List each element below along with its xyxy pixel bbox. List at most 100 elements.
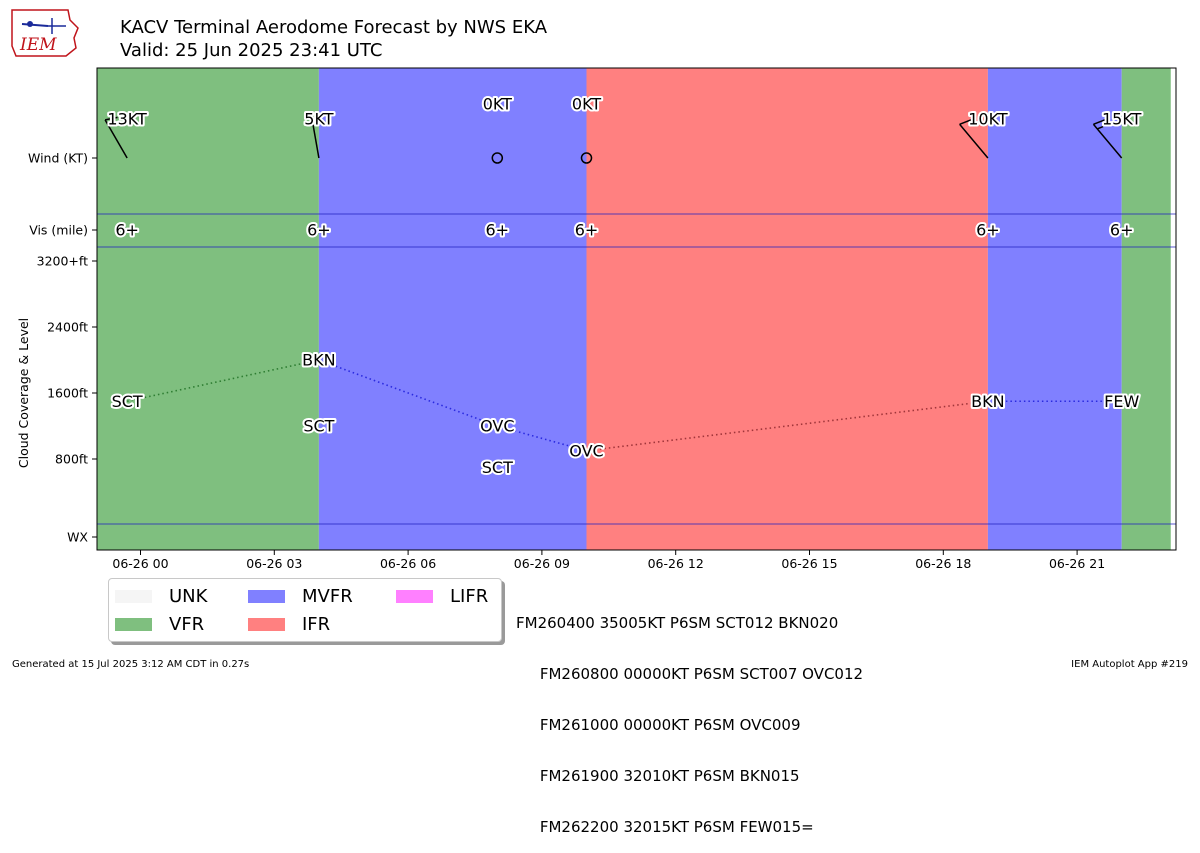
y-tick-label: 3200+ft [37, 254, 88, 269]
legend-swatch [396, 590, 433, 603]
category-band [318, 68, 587, 550]
label-halo: 13KT [107, 110, 147, 129]
x-tick-label: 06-26 12 [648, 556, 704, 571]
label-text: 6+ [976, 221, 1000, 240]
label-text: 10KT [968, 110, 1008, 129]
label-halo: FEW [1104, 392, 1139, 411]
y-tick-label: Wind (KT) [28, 151, 88, 166]
cloud-axis-label: Cloud Coverage & Level [16, 318, 31, 468]
wind-barb-tick [312, 119, 319, 123]
visibility-label: 6+6+ [573, 219, 601, 242]
legend-swatch [115, 590, 152, 603]
wind-barb-staff [310, 114, 320, 159]
ceiling-line-segment [126, 359, 320, 403]
label-halo: 0KT [572, 95, 601, 114]
label-halo: 5KT [304, 110, 333, 129]
label-text: BKN [302, 351, 335, 370]
x-tick-label: 06-26 15 [781, 556, 837, 571]
y-tick-label: WX [67, 530, 88, 545]
label-text: SCT [482, 458, 513, 477]
label-text: OVC [569, 441, 603, 460]
calm-wind-marker [491, 152, 504, 164]
legend-label: LIFR [450, 586, 489, 607]
legend-label: VFR [169, 614, 205, 635]
label-halo: OVC [480, 417, 514, 436]
label-text: 6+ [575, 221, 599, 240]
label-text: SCT [112, 392, 143, 411]
x-tick-label: 06-26 03 [246, 556, 302, 571]
legend-label: MVFR [302, 586, 353, 607]
label-halo: BKN [971, 392, 1004, 411]
category-band [1121, 68, 1171, 550]
label-halo: 6+ [1110, 221, 1134, 240]
legend-swatch [248, 618, 285, 631]
visibility-label: 6+6+ [305, 219, 333, 242]
taf-raw-text: FM260400 35005KT P6SM SCT012 BKN020 FM26… [516, 581, 863, 853]
plot-frame [96, 67, 1177, 551]
label-halo: SCT [112, 392, 143, 411]
ceiling-line-segment [497, 425, 587, 452]
label-text: 15KT [1102, 110, 1142, 129]
app-footer: IEM Autoplot App #219 [1071, 659, 1188, 670]
y-tick-label: Vis (mile) [29, 223, 88, 238]
label-halo: 6+ [307, 221, 331, 240]
wind-barb-staff [104, 119, 128, 159]
label-halo: OVC [569, 441, 603, 460]
taf-line: FM260400 35005KT P6SM SCT012 BKN020 [516, 614, 839, 632]
label-text: FEW [1104, 392, 1139, 411]
label-halo: 15KT [1102, 110, 1142, 129]
category-band [586, 68, 988, 550]
category-band [987, 68, 1122, 550]
label-text: 13KT [107, 110, 147, 129]
label-text: OVC [480, 417, 514, 436]
wind-barb-tick [959, 118, 972, 125]
label-text: 0KT [483, 95, 512, 114]
x-tick-label: 06-26 06 [380, 556, 436, 571]
y-tick-label: 1600ft [47, 386, 88, 401]
label-text: 0KT [572, 95, 601, 114]
iem-logo-graphic: IEM [11, 9, 79, 57]
legend-label: UNK [169, 586, 208, 607]
x-tick-label: 06-26 18 [915, 556, 971, 571]
legend-label: IFR [302, 614, 331, 635]
label-text: SCT [303, 417, 334, 436]
label-halo: 6+ [486, 221, 510, 240]
label-halo: SCT [482, 458, 513, 477]
x-tick-label: 06-26 00 [112, 556, 168, 571]
y-tick-label: 800ft [55, 452, 88, 467]
label-text: 6+ [486, 221, 510, 240]
label-halo: 0KT [483, 95, 512, 114]
generated-footer: Generated at 15 Jul 2025 3:12 AM CDT in … [12, 659, 250, 670]
label-halo: 6+ [976, 221, 1000, 240]
y-tick-label: 2400ft [47, 320, 88, 335]
legend-swatch [248, 590, 285, 603]
visibility-label: 6+6+ [974, 219, 1002, 242]
legend: UNK VFR MVFR IFR LIFR [108, 578, 502, 642]
label-halo: BKN [302, 351, 335, 370]
taf-line: FM261000 00000KT P6SM OVC009 [516, 716, 801, 734]
label-text: 5KT [304, 110, 333, 129]
visibility-label: 6+6+ [484, 219, 512, 242]
x-tick-label: 06-26 21 [1049, 556, 1105, 571]
legend-swatch [115, 618, 152, 631]
visibility-label: 6+6+ [1108, 219, 1136, 242]
wind-barb-tick [104, 116, 118, 121]
chart-subtitle: Valid: 25 Jun 2025 23:41 UTC [120, 40, 383, 61]
wind-barb-tick [1096, 125, 1104, 130]
label-halo: SCT [303, 417, 334, 436]
label-text: 6+ [307, 221, 331, 240]
wind-barb-staff [1092, 123, 1123, 159]
taf-line: FM262200 32015KT P6SM FEW015= [516, 818, 814, 836]
label-text: BKN [971, 392, 1004, 411]
label-halo: 6+ [575, 221, 599, 240]
